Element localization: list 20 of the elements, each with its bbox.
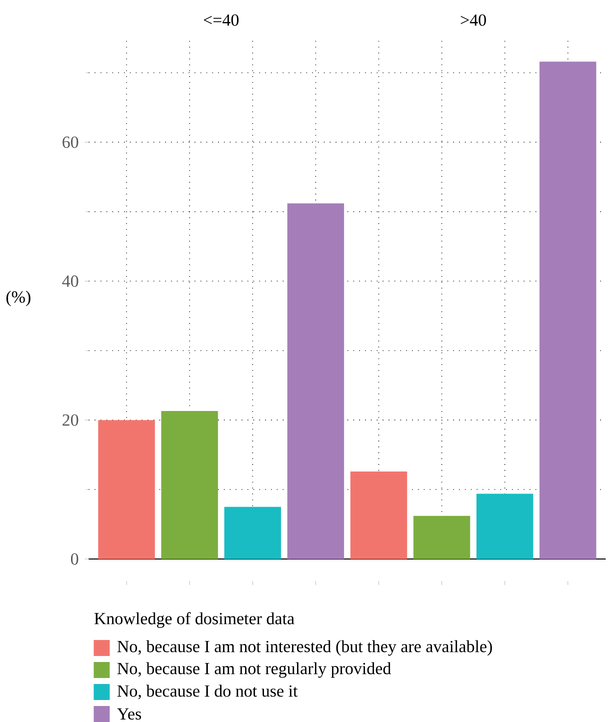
- bar: [161, 411, 218, 560]
- legend-title: Knowledge of dosimeter data: [94, 612, 294, 628]
- bar: [540, 62, 596, 560]
- bar: [224, 506, 282, 560]
- y-tick-label: 40: [62, 275, 78, 287]
- legend-label: No, because I am not regularly provided: [118, 662, 392, 678]
- y-tick-label: 0: [71, 553, 78, 565]
- text: <=40: [204, 14, 239, 26]
- y-tick-label: 60: [62, 136, 78, 148]
- bar: [287, 203, 344, 560]
- bar: [414, 516, 470, 560]
- y-axis-title: (%): [6, 290, 31, 306]
- legend-label: No, because I am not interested (but they are available): [118, 640, 492, 656]
- bar: [350, 471, 408, 560]
- bar: [476, 494, 534, 560]
- legend-label: Yes: [117, 708, 142, 720]
- y-tick-label: 20: [62, 414, 78, 426]
- bar: [98, 420, 156, 560]
- text: >40: [461, 14, 486, 26]
- legend-label: No, because I do not use it: [118, 684, 298, 700]
